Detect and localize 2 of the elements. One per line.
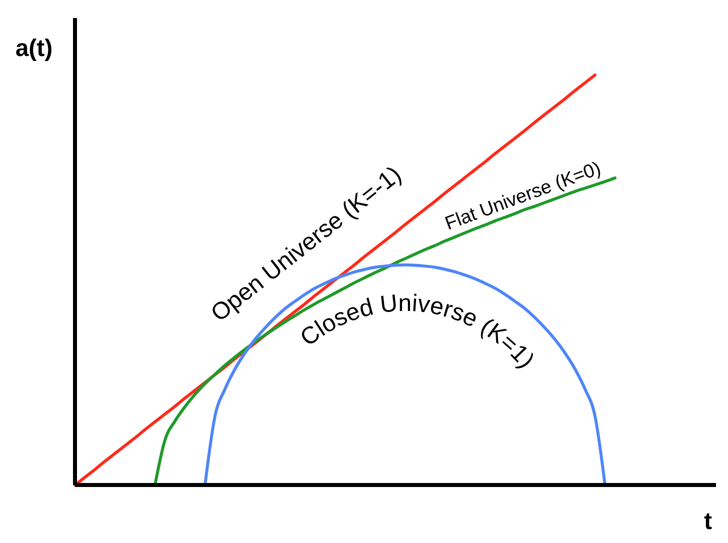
y-axis-title: a(t) bbox=[15, 35, 53, 62]
x-axis-title: t bbox=[704, 508, 712, 535]
